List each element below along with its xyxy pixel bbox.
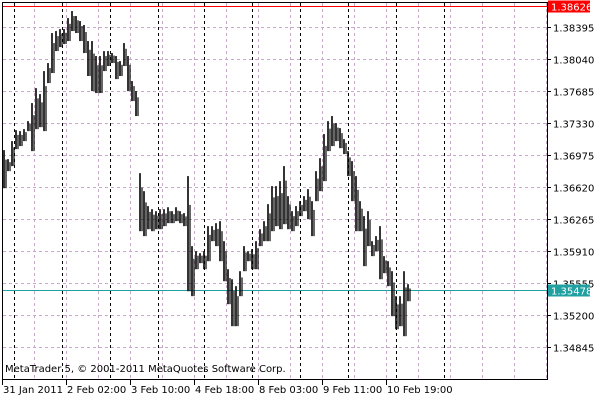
- time-axis[interactable]: 31 Jan 2011 2 Feb 02:00 3 Feb 10:00 4 Feb 1…: [2, 379, 453, 396]
- copyright-watermark: MetaTrader 5, © 2001-2011 MetaQuotes Sof…: [5, 364, 286, 375]
- x-tick-label: 9 Feb 11:00: [323, 385, 382, 396]
- x-tick-label: 8 Feb 03:00: [259, 385, 318, 396]
- x-tick-label: 4 Feb 18:00: [195, 385, 254, 396]
- current-price-label-box: [548, 284, 590, 297]
- y-tick-label: 1.36975: [553, 152, 594, 163]
- y-tick-label: 1.38395: [553, 24, 594, 35]
- current-price-label: 1.35478: [551, 287, 592, 298]
- x-tick-label: 10 Feb 19:00: [387, 385, 453, 396]
- y-tick-label: 1.38040: [553, 56, 594, 67]
- y-tick-label: 1.37330: [553, 120, 594, 131]
- x-tick-label: 3 Feb 10:00: [131, 385, 190, 396]
- y-tick-label: 1.34845: [553, 344, 594, 355]
- y-tick-label: 1.37685: [553, 88, 594, 99]
- max-price-label: 1.38626: [551, 3, 592, 14]
- max-price-label-box: [548, 0, 590, 13]
- price-bars: [3, 11, 411, 337]
- y-tick-label: 1.35200: [553, 312, 594, 323]
- x-tick-label: 31 Jan 2011: [3, 385, 63, 396]
- y-tick-label: 1.36265: [553, 216, 594, 227]
- x-tick-label: 2 Feb 02:00: [67, 385, 126, 396]
- chart-frame: [2, 2, 548, 380]
- y-tick-label: 1.35910: [553, 248, 594, 259]
- y-tick-label: 1.36620: [553, 184, 594, 195]
